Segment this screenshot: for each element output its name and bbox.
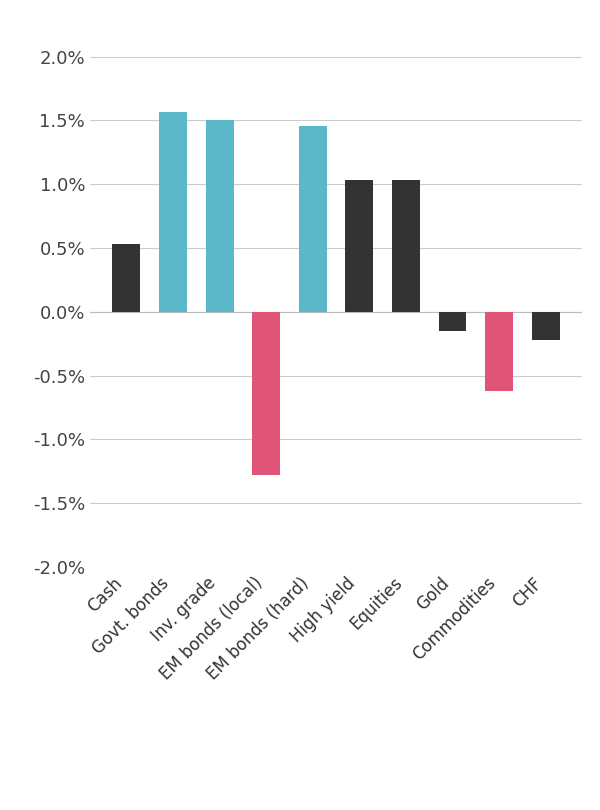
Bar	[392, 181, 420, 312]
Bar	[346, 181, 373, 312]
Bar	[485, 312, 513, 391]
Bar	[206, 121, 233, 312]
Bar	[159, 112, 187, 312]
Bar	[532, 312, 560, 340]
Bar	[252, 312, 280, 475]
Bar	[439, 312, 466, 331]
Bar	[112, 245, 140, 312]
Bar	[299, 126, 326, 312]
